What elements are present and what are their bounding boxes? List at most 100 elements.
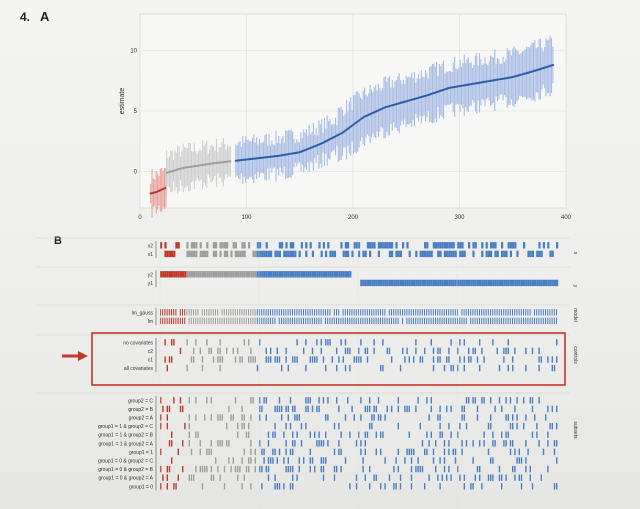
- spec-mark: [419, 279, 422, 287]
- spec-mark: [164, 250, 167, 258]
- spec-mark: [160, 448, 162, 456]
- spec-mark: [476, 279, 479, 287]
- spec-mark: [228, 457, 230, 464]
- spec-group-1: y2 y1 y: [36, 266, 578, 288]
- facet-label: controls: [572, 346, 578, 364]
- spec-mark: [362, 250, 365, 258]
- spec-mark: [305, 405, 307, 413]
- spec-mark: [487, 279, 490, 287]
- spec-mark: [377, 397, 380, 404]
- spec-mark: [490, 309, 491, 316]
- spec-mark: [232, 309, 234, 316]
- spec-mark: [459, 339, 461, 346]
- spec-mark: [261, 465, 263, 473]
- spec-mark: [419, 422, 421, 430]
- spec-mark: [366, 431, 369, 438]
- spec-mark: [325, 414, 327, 421]
- spec-mark: [556, 356, 558, 363]
- spec-mark: [421, 250, 424, 258]
- spec-mark: [514, 474, 516, 481]
- spec-mark: [278, 356, 281, 363]
- spec-mark: [377, 279, 380, 287]
- spec-mark: [417, 457, 419, 464]
- spec-mark: [525, 465, 527, 473]
- spec-mark: [443, 317, 445, 325]
- spec-mark: [446, 279, 449, 287]
- spec-mark: [314, 465, 316, 473]
- spec-mark: [380, 483, 382, 490]
- spec-mark: [241, 309, 243, 316]
- spec-mark: [336, 364, 338, 372]
- spec-mark: [281, 414, 283, 421]
- spec-mark: [384, 279, 387, 287]
- spec-mark: [265, 356, 267, 363]
- spec-mark: [485, 250, 488, 258]
- spec-mark: [259, 414, 261, 421]
- spec-mark: [487, 309, 489, 316]
- spec-mark: [267, 457, 270, 464]
- spec-mark: [452, 364, 454, 372]
- spec-mark: [527, 317, 529, 325]
- spec-mark: [254, 448, 256, 456]
- spec-mark: [505, 317, 507, 325]
- spec-mark: [507, 431, 509, 438]
- spec-mark: [318, 309, 320, 316]
- spec-mark: [232, 457, 234, 464]
- spec-mark: [243, 242, 246, 249]
- spec-mark: [226, 347, 228, 355]
- spec-mark: [298, 309, 300, 316]
- spec-mark: [241, 271, 244, 278]
- spec-mark: [254, 317, 256, 325]
- spec-mark: [228, 271, 231, 278]
- spec-mark: [250, 448, 252, 456]
- spec-mark: [281, 309, 282, 316]
- spec-mark: [470, 309, 472, 316]
- spec-mark: [204, 317, 205, 325]
- spec-mark: [259, 339, 261, 346]
- spec-mark: [525, 309, 527, 316]
- spec-mark: [382, 279, 385, 287]
- spec-mark: [463, 414, 465, 421]
- spec-mark: [369, 309, 370, 316]
- spec-mark: [443, 440, 446, 447]
- spec-mark: [496, 347, 498, 355]
- spec-mark: [215, 309, 216, 316]
- spec-mark: [186, 309, 188, 316]
- spec-mark: [421, 356, 424, 363]
- spec-mark: [241, 414, 243, 421]
- spec-mark: [195, 271, 198, 278]
- spec-mark: [435, 465, 437, 473]
- spec-mark: [388, 317, 390, 325]
- spec-mark: [406, 347, 408, 355]
- spec-mark: [195, 465, 197, 473]
- spec-mark: [325, 339, 327, 346]
- spec-mark: [320, 309, 322, 316]
- spec-mark: [164, 309, 166, 316]
- spec-mark: [512, 242, 515, 249]
- spec-mark: [248, 242, 251, 249]
- spec-mark: [166, 364, 168, 372]
- spec-mark: [281, 364, 283, 372]
- spec-mark: [201, 364, 204, 372]
- spec-mark: [322, 465, 325, 473]
- spec-mark: [193, 242, 196, 249]
- spec-mark: [179, 405, 182, 413]
- spec-mark: [210, 397, 212, 404]
- spec-mark: [212, 474, 215, 481]
- spec-mark: [237, 317, 238, 325]
- spec-mark: [553, 317, 555, 325]
- spec-mark: [307, 405, 309, 413]
- spec-mark: [547, 309, 549, 316]
- spec-mark: [219, 347, 221, 355]
- spec-mark: [498, 474, 501, 481]
- facet-label: y: [572, 285, 578, 288]
- spec-mark: [311, 457, 314, 464]
- spec-mark: [219, 356, 221, 363]
- spec-mark: [547, 317, 549, 325]
- spec-mark: [320, 271, 323, 278]
- spec-mark: [237, 271, 240, 278]
- spec-mark: [250, 440, 252, 447]
- spec-mark: [496, 317, 498, 325]
- spec-mark: [408, 309, 410, 316]
- spec-mark: [274, 309, 276, 316]
